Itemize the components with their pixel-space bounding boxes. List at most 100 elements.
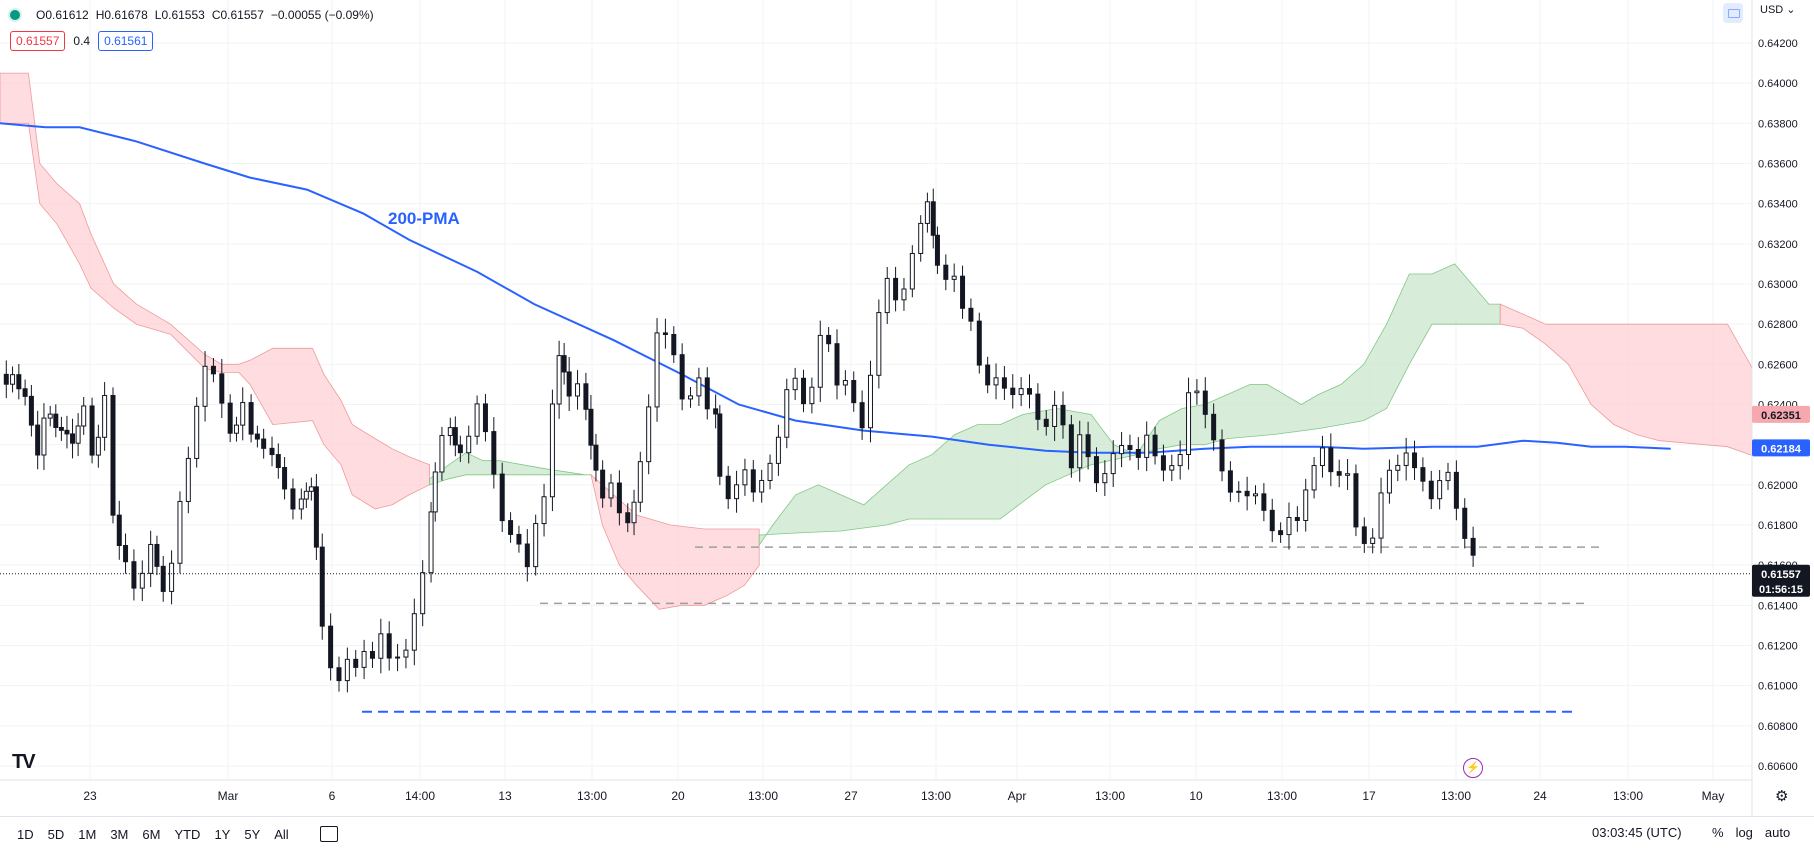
open-value: O0.61612	[36, 8, 89, 22]
candle-body	[1437, 480, 1443, 500]
utc-clock[interactable]: 03:03:45 (UTC)	[1592, 825, 1682, 840]
candle-body	[313, 486, 319, 548]
range-button-ytd[interactable]: YTD	[174, 827, 201, 842]
candle-body	[1119, 445, 1125, 455]
candle-body	[482, 403, 488, 433]
candle-body	[524, 543, 530, 568]
candle-body	[227, 402, 233, 434]
candle-body	[1261, 493, 1267, 511]
cloud-bull-1	[429, 452, 591, 486]
range-button-1d[interactable]: 1D	[17, 827, 34, 842]
range-button-3m[interactable]: 3M	[110, 827, 129, 842]
candle-body	[95, 436, 101, 456]
candle-body	[759, 479, 765, 493]
log-toggle[interactable]: log	[1735, 825, 1753, 840]
candle-body	[386, 633, 392, 659]
candle-body	[734, 484, 740, 500]
ichimoku-cloud	[0, 72, 1814, 610]
candle-body	[588, 408, 594, 446]
screenshot-icon[interactable]	[1723, 3, 1743, 23]
candle-body	[654, 332, 660, 408]
candle-body	[53, 413, 59, 428]
x-tick-label: 23	[83, 789, 97, 803]
currency-label: USD	[1760, 4, 1784, 16]
candle-body	[420, 572, 426, 615]
candle-body	[893, 277, 899, 301]
percent-toggle[interactable]: %	[1712, 825, 1724, 840]
range-button-all[interactable]: All	[274, 827, 289, 842]
candle-body	[826, 334, 832, 345]
lightning-icon[interactable]: ⚡	[1463, 758, 1483, 778]
y-tick-label: 0.62000	[1758, 480, 1798, 492]
ichimoku-mid-value: 0.4	[73, 34, 91, 48]
candle-body	[784, 389, 790, 438]
candle-body	[319, 546, 325, 627]
candle-body	[1453, 471, 1459, 509]
candle-body	[901, 288, 907, 301]
range-buttons: 1D 5D 1M 3M 6M YTD 1Y 5Y All	[10, 827, 296, 842]
x-tick-label: 27	[844, 789, 858, 803]
tradingview-logo-icon[interactable]: TV	[12, 751, 36, 773]
date-range-icon[interactable]	[320, 826, 338, 842]
candle-body	[353, 658, 359, 668]
candle-body	[1211, 413, 1217, 441]
candle-body	[876, 312, 882, 376]
candle-body	[968, 307, 974, 322]
candle-body	[1018, 388, 1024, 396]
candle-body	[662, 332, 668, 335]
candle-body	[64, 429, 70, 435]
candle-body	[616, 482, 622, 514]
candle-body	[1068, 424, 1074, 469]
candle-body	[160, 565, 166, 592]
candle-body	[248, 402, 254, 435]
y-tick-label: 0.61000	[1758, 681, 1798, 693]
candle-body	[139, 572, 145, 589]
candle-body	[41, 417, 47, 456]
time-axis: 23 Mar 6 14:00 13 13:00 20 13:00 27 13:00 Apr 13:00…	[0, 779, 1752, 803]
auto-toggle[interactable]: auto	[1764, 825, 1791, 840]
candle-body	[75, 425, 81, 444]
candle-body	[1294, 516, 1300, 521]
candle-body	[1336, 471, 1342, 476]
x-tick-label: 14:00	[405, 789, 435, 803]
candle-body	[275, 454, 281, 469]
candle-body	[210, 365, 216, 375]
gear-icon[interactable]: ⚙	[1775, 788, 1789, 805]
ma-200-line	[0, 122, 1671, 454]
candle-body	[1010, 387, 1016, 396]
candle-body	[154, 543, 160, 567]
y-tick-label: 0.63400	[1758, 199, 1798, 211]
candle-body	[474, 403, 480, 437]
candle-body	[499, 473, 505, 522]
ichimoku-right-value: 0.61561	[98, 31, 154, 51]
candle-body	[303, 490, 309, 500]
candle-body	[801, 377, 807, 405]
candle-body	[1286, 516, 1292, 536]
candle-body	[717, 413, 723, 477]
candle-body	[767, 462, 773, 481]
range-button-5d[interactable]: 5D	[47, 827, 65, 842]
candle-body	[1445, 471, 1451, 482]
range-button-6m[interactable]: 6M	[142, 827, 161, 842]
range-button-1y[interactable]: 1Y	[214, 827, 231, 842]
range-button-1m[interactable]: 1M	[78, 827, 97, 842]
candle-body	[924, 201, 930, 224]
candle-body	[169, 562, 175, 592]
candle-body	[148, 543, 154, 574]
candle-body	[951, 275, 957, 280]
candle-body	[867, 374, 873, 429]
currency-selector[interactable]: USD ⌄	[1760, 4, 1796, 16]
y-tick-label: 0.64200	[1758, 38, 1798, 50]
candle-body	[254, 433, 260, 440]
candle-body	[361, 650, 367, 668]
candle-body	[1035, 393, 1041, 420]
candle-body	[646, 406, 652, 463]
candle-body	[742, 469, 748, 486]
x-tick-label: 13:00	[1095, 789, 1125, 803]
range-button-5y[interactable]: 5Y	[244, 827, 261, 842]
cloud-bear-2	[590, 473, 760, 610]
close-value: C0.61557	[211, 8, 264, 22]
candle-body	[177, 500, 183, 564]
candle-body	[336, 667, 342, 682]
